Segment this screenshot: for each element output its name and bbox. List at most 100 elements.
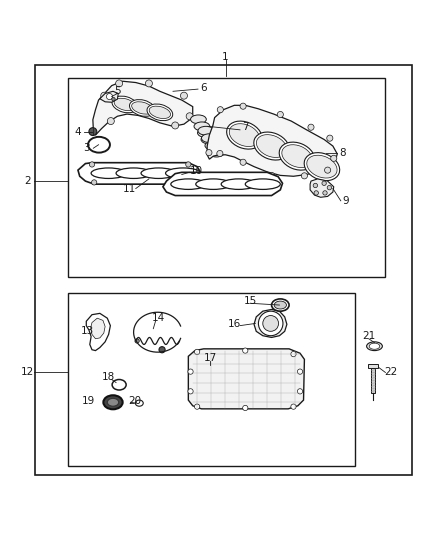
Bar bbox=[68, 78, 385, 278]
Circle shape bbox=[314, 191, 318, 195]
Circle shape bbox=[101, 92, 108, 99]
Ellipse shape bbox=[208, 148, 224, 157]
Circle shape bbox=[145, 80, 152, 87]
Ellipse shape bbox=[205, 141, 221, 150]
Circle shape bbox=[240, 103, 246, 109]
Circle shape bbox=[243, 405, 248, 410]
Circle shape bbox=[112, 98, 115, 101]
Text: 13: 13 bbox=[81, 326, 94, 336]
Circle shape bbox=[89, 128, 97, 135]
Text: 3: 3 bbox=[83, 143, 90, 154]
Ellipse shape bbox=[272, 299, 289, 311]
Circle shape bbox=[194, 404, 200, 409]
Text: 21: 21 bbox=[362, 330, 375, 341]
Circle shape bbox=[291, 404, 296, 409]
Ellipse shape bbox=[194, 122, 210, 131]
Ellipse shape bbox=[141, 168, 176, 179]
Circle shape bbox=[327, 185, 332, 190]
Text: 14: 14 bbox=[152, 313, 165, 323]
Ellipse shape bbox=[191, 115, 206, 124]
Circle shape bbox=[313, 183, 318, 188]
Circle shape bbox=[107, 118, 114, 125]
Ellipse shape bbox=[198, 128, 213, 138]
Circle shape bbox=[217, 150, 223, 157]
Circle shape bbox=[206, 150, 212, 156]
Ellipse shape bbox=[256, 135, 287, 157]
Ellipse shape bbox=[304, 152, 340, 181]
Text: 9: 9 bbox=[343, 196, 350, 206]
Circle shape bbox=[297, 389, 303, 394]
Text: 5: 5 bbox=[114, 86, 121, 96]
Circle shape bbox=[106, 93, 113, 100]
Ellipse shape bbox=[367, 342, 382, 351]
Text: 17: 17 bbox=[204, 353, 217, 362]
Circle shape bbox=[116, 80, 123, 87]
Polygon shape bbox=[93, 81, 193, 135]
Circle shape bbox=[331, 155, 337, 161]
Ellipse shape bbox=[229, 124, 260, 147]
Circle shape bbox=[172, 122, 179, 129]
Circle shape bbox=[240, 159, 246, 165]
Text: 1: 1 bbox=[222, 52, 229, 62]
Ellipse shape bbox=[258, 311, 283, 336]
Circle shape bbox=[301, 173, 307, 179]
Text: 18: 18 bbox=[102, 372, 115, 382]
Polygon shape bbox=[91, 318, 105, 339]
Ellipse shape bbox=[369, 343, 380, 349]
Text: 15: 15 bbox=[244, 296, 257, 305]
Text: 4: 4 bbox=[74, 127, 81, 136]
Polygon shape bbox=[310, 179, 334, 197]
Ellipse shape bbox=[254, 132, 290, 160]
Circle shape bbox=[188, 369, 193, 374]
Text: 6: 6 bbox=[200, 83, 207, 93]
Circle shape bbox=[243, 348, 248, 353]
Circle shape bbox=[268, 172, 275, 179]
Text: 16: 16 bbox=[228, 319, 241, 329]
Circle shape bbox=[188, 389, 193, 394]
Circle shape bbox=[89, 162, 95, 167]
Ellipse shape bbox=[116, 168, 151, 179]
Bar bbox=[368, 364, 378, 368]
Polygon shape bbox=[207, 106, 337, 176]
Text: 19: 19 bbox=[82, 397, 95, 406]
Text: 2: 2 bbox=[24, 176, 31, 186]
Circle shape bbox=[327, 135, 333, 141]
Circle shape bbox=[190, 180, 195, 185]
Ellipse shape bbox=[130, 100, 155, 116]
Text: 10: 10 bbox=[190, 166, 203, 176]
Text: 20: 20 bbox=[128, 397, 141, 406]
Circle shape bbox=[186, 162, 191, 167]
Ellipse shape bbox=[149, 106, 170, 118]
Bar bbox=[68, 293, 355, 466]
Polygon shape bbox=[78, 163, 201, 184]
Circle shape bbox=[92, 180, 97, 185]
Ellipse shape bbox=[198, 126, 214, 135]
Circle shape bbox=[308, 124, 314, 130]
Circle shape bbox=[323, 191, 327, 195]
Ellipse shape bbox=[107, 398, 119, 406]
Ellipse shape bbox=[245, 179, 280, 189]
Polygon shape bbox=[163, 172, 283, 196]
Ellipse shape bbox=[201, 135, 217, 144]
Ellipse shape bbox=[263, 316, 279, 332]
Circle shape bbox=[277, 111, 283, 118]
Ellipse shape bbox=[103, 395, 123, 409]
Ellipse shape bbox=[226, 121, 262, 149]
Ellipse shape bbox=[112, 96, 138, 113]
Ellipse shape bbox=[307, 155, 337, 178]
Circle shape bbox=[180, 92, 187, 99]
Polygon shape bbox=[188, 349, 304, 409]
Ellipse shape bbox=[274, 301, 286, 309]
Text: 7: 7 bbox=[242, 122, 249, 132]
Ellipse shape bbox=[132, 102, 153, 114]
Polygon shape bbox=[100, 91, 118, 102]
Circle shape bbox=[322, 181, 326, 185]
Text: 12: 12 bbox=[21, 367, 34, 377]
Ellipse shape bbox=[147, 104, 173, 120]
Ellipse shape bbox=[201, 134, 217, 142]
Circle shape bbox=[194, 349, 200, 354]
Circle shape bbox=[325, 167, 331, 173]
Circle shape bbox=[297, 369, 303, 374]
Circle shape bbox=[159, 346, 165, 353]
Ellipse shape bbox=[196, 179, 231, 189]
